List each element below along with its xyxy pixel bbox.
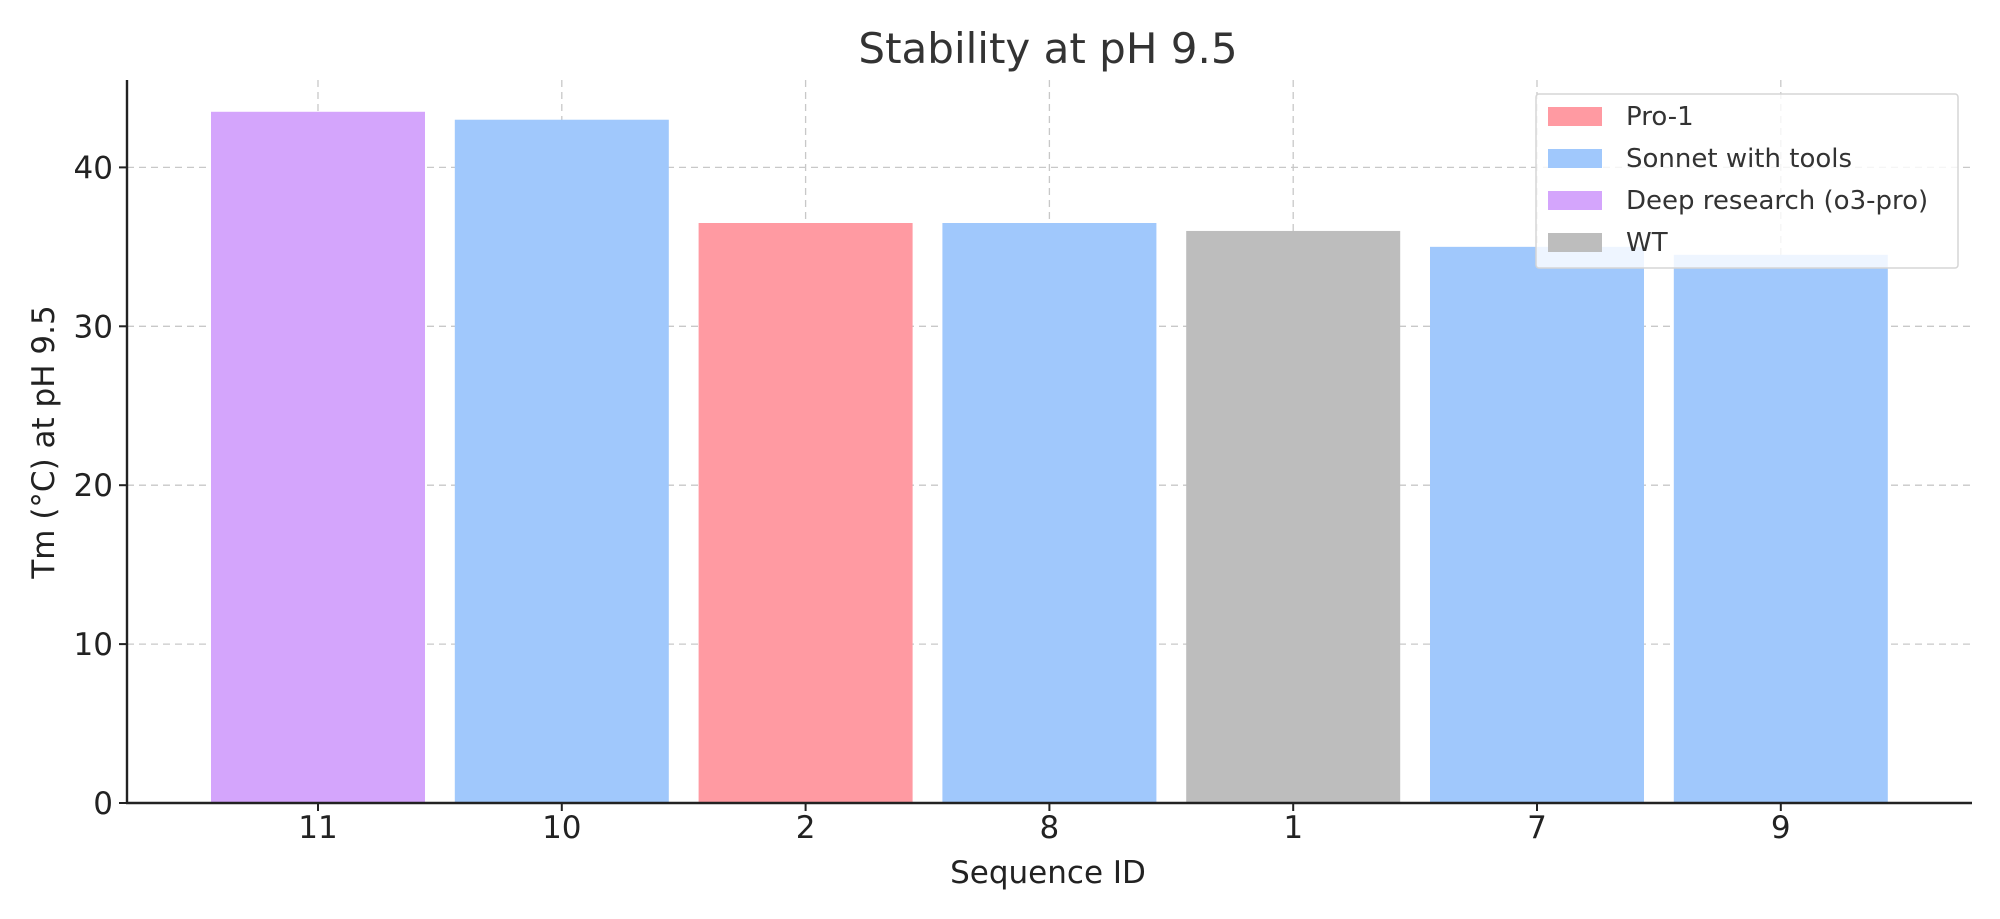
chart-title: Stability at pH 9.5 [858, 24, 1237, 73]
bar [1186, 230, 1401, 803]
y-tick-label: 10 [74, 627, 113, 663]
bar [698, 223, 913, 803]
legend-swatch [1548, 149, 1602, 168]
x-tick-label: 7 [1527, 810, 1547, 846]
legend-label: WT [1626, 228, 1668, 258]
x-axis-label: Sequence ID [950, 855, 1146, 891]
x-tick-label: 8 [1040, 810, 1060, 846]
legend-label: Sonnet with tools [1626, 144, 1852, 174]
legend-swatch [1548, 107, 1602, 126]
y-tick-label: 20 [74, 468, 113, 504]
x-tick-label: 10 [542, 810, 581, 846]
y-tick-label: 30 [74, 309, 113, 345]
bar [454, 119, 669, 803]
bar [1430, 246, 1644, 803]
bar [942, 223, 1157, 803]
legend-label: Deep research (o3-pro) [1626, 186, 1928, 216]
y-tick-label: 40 [74, 150, 113, 186]
legend-frame [1535, 93, 1959, 269]
legend-swatch [1548, 191, 1602, 210]
x-tick-label: 1 [1283, 810, 1303, 846]
x-tick-label: 2 [796, 810, 816, 846]
bar-layer [211, 111, 1888, 804]
bar [211, 111, 425, 804]
legend-label: Pro-1 [1626, 102, 1694, 132]
x-tick-label: 9 [1771, 810, 1791, 846]
legend: Pro-1 Sonnet with tools Deep research (o3-… [1535, 93, 1959, 269]
y-axis-label: Tm (°C) at pH 9.5 [26, 305, 62, 579]
tick-layer: 0 10 20 30 40 11 10 2 8 1 7 9 [74, 150, 1791, 846]
bar [1673, 254, 1888, 804]
x-tick-label: 11 [298, 810, 337, 846]
legend-swatch [1548, 233, 1602, 252]
y-tick-label: 0 [93, 786, 113, 822]
